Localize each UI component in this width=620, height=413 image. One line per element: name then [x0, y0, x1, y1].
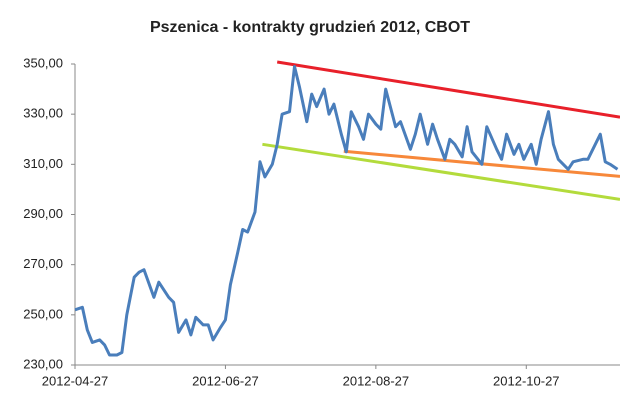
y-tick-label: 230,00	[23, 356, 63, 371]
chart-title: Pszenica - kontrakty grudzień 2012, CBOT	[150, 19, 470, 36]
y-tick-label: 290,00	[23, 206, 63, 221]
trend-line	[262, 142, 620, 201]
x-tick-label: 2012-10-27	[493, 373, 560, 388]
x-tick-label: 2012-08-27	[343, 373, 410, 388]
y-tick-label: 270,00	[23, 256, 63, 271]
y-tick-label: 350,00	[23, 55, 63, 70]
trend-line	[276, 60, 620, 119]
y-tick-label: 310,00	[23, 156, 63, 171]
x-tick-label: 2012-04-27	[42, 373, 109, 388]
y-tick-label: 330,00	[23, 106, 63, 121]
y-tick-label: 250,00	[23, 306, 63, 321]
series-line	[74, 65, 619, 357]
x-tick-label: 2012-06-27	[192, 373, 259, 388]
